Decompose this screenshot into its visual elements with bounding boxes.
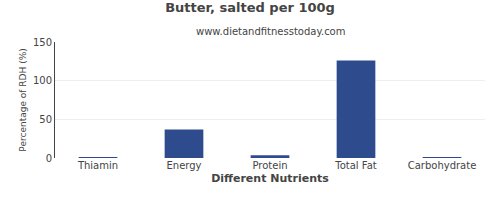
svg-text:Thiamin: Thiamin (77, 160, 118, 171)
svg-text:0: 0 (46, 153, 52, 164)
svg-text:Different Nutrients: Different Nutrients (211, 172, 329, 185)
svg-text:Carbohydrate: Carbohydrate (408, 160, 477, 171)
svg-text:Total Fat: Total Fat (334, 160, 376, 171)
svg-text:Percentage of RDH (%): Percentage of RDH (%) (18, 48, 28, 151)
svg-text:Butter, salted per 100g: Butter, salted per 100g (165, 0, 335, 15)
svg-text:Energy: Energy (166, 160, 201, 171)
svg-text:100: 100 (33, 75, 52, 86)
svg-text:Protein: Protein (252, 160, 287, 171)
svg-text:150: 150 (33, 37, 52, 48)
svg-text:www.dietandfitnesstoday.com: www.dietandfitnesstoday.com (196, 26, 345, 37)
svg-text:50: 50 (39, 114, 52, 125)
